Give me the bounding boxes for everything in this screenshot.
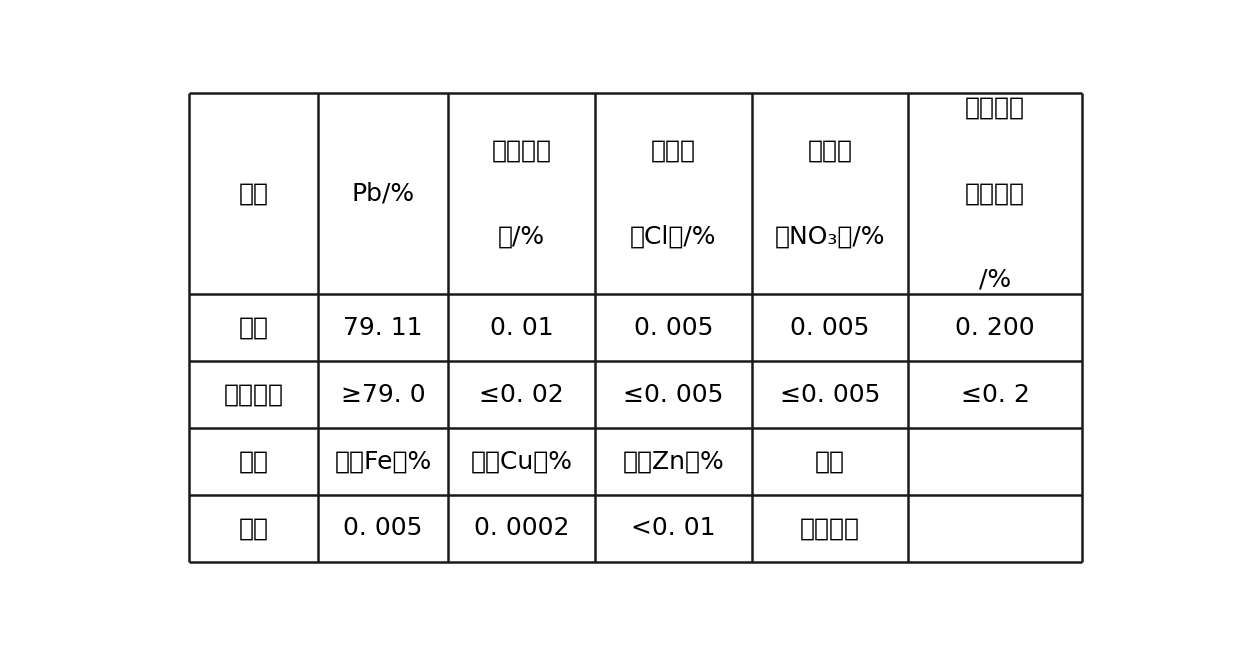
Text: 氯化物

（Cl）/%: 氯化物 （Cl）/%	[630, 139, 717, 249]
Text: ≤0. 2: ≤0. 2	[961, 383, 1029, 407]
Text: 锌（Zn）%: 锌（Zn）%	[622, 450, 724, 474]
Text: ≤0. 005: ≤0. 005	[624, 383, 724, 407]
Text: 0. 200: 0. 200	[955, 316, 1035, 340]
Text: ≥79. 0: ≥79. 0	[341, 383, 425, 407]
Text: <0. 01: <0. 01	[631, 516, 715, 540]
Text: 0. 005: 0. 005	[343, 516, 423, 540]
Text: 79. 11: 79. 11	[343, 316, 423, 340]
Text: 项目: 项目	[238, 181, 268, 205]
Text: 标准要求: 标准要求	[223, 383, 284, 407]
Text: 白色粉末: 白色粉末	[800, 516, 859, 540]
Text: ≤0. 02: ≤0. 02	[479, 383, 564, 407]
Text: 0. 01: 0. 01	[490, 316, 553, 340]
Text: 铁（Fe）%: 铁（Fe）%	[335, 450, 432, 474]
Text: 0. 005: 0. 005	[634, 316, 713, 340]
Text: 产品: 产品	[238, 516, 268, 540]
Text: Pb/%: Pb/%	[351, 181, 414, 205]
Text: 碱金属与

碱土金属

/%: 碱金属与 碱土金属 /%	[965, 95, 1025, 292]
Text: 硝酸盐

（NO₃）/%: 硝酸盐 （NO₃）/%	[775, 139, 885, 249]
Text: 0. 0002: 0. 0002	[474, 516, 569, 540]
Text: 铜（Cu）%: 铜（Cu）%	[470, 450, 573, 474]
Text: ≤0. 005: ≤0. 005	[780, 383, 880, 407]
Text: 项目: 项目	[238, 450, 268, 474]
Text: 0. 005: 0. 005	[790, 316, 869, 340]
Text: 外观: 外观	[815, 450, 844, 474]
Text: 乙酸不溶

物/%: 乙酸不溶 物/%	[491, 139, 552, 249]
Text: 产品: 产品	[238, 316, 268, 340]
